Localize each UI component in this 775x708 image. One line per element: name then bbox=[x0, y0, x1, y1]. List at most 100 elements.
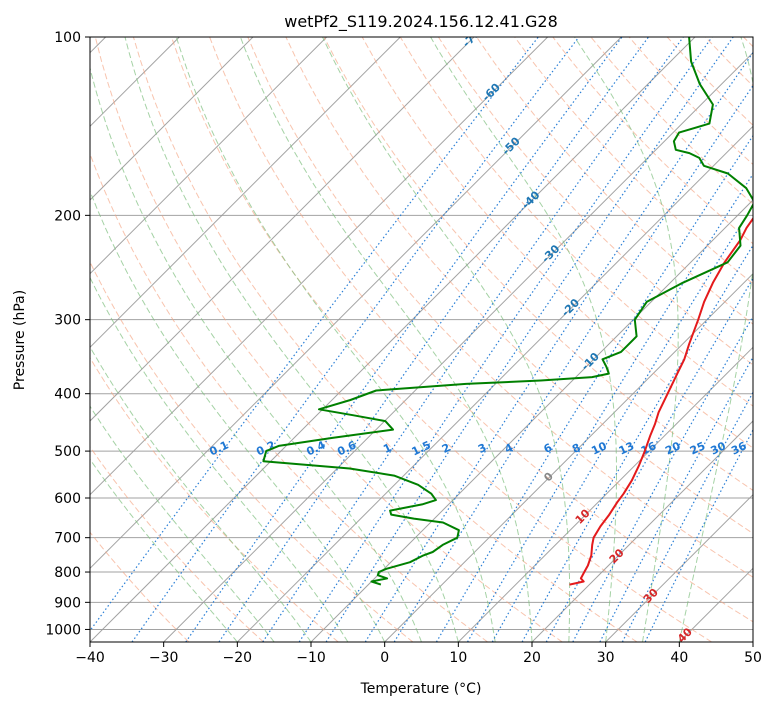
y-axis-label: Pressure (hPa) bbox=[12, 290, 28, 390]
y-tick-label: 1000 bbox=[45, 622, 81, 638]
moist-adiabat bbox=[90, 405, 275, 642]
mixing-ratio-line bbox=[644, 428, 753, 642]
isotherm-label: -30 bbox=[539, 242, 562, 265]
y-tick-label: 900 bbox=[54, 595, 81, 611]
chart-title: wetPf2_S119.2024.156.12.41.G28 bbox=[284, 12, 558, 32]
isotherm-line bbox=[90, 37, 549, 496]
plot-frame bbox=[89, 36, 754, 643]
isotherm-label: -40 bbox=[519, 188, 542, 211]
mixing-ratio-label: 13 bbox=[617, 439, 636, 457]
mixing-ratio-line bbox=[298, 37, 713, 642]
mixing-ratio-line bbox=[325, 37, 734, 642]
mixing-ratio-label: 20 bbox=[663, 439, 683, 457]
mixing-ratio-label: 4 bbox=[503, 441, 516, 456]
dry-adiabat bbox=[90, 260, 414, 642]
isotherm-line bbox=[236, 125, 753, 642]
isotherm-line bbox=[752, 641, 753, 642]
y-axis-ticks: 100 200 300 400 500 600 700 800 900 1000 bbox=[45, 30, 90, 638]
mixing-ratio-line bbox=[521, 244, 753, 642]
isotherm-label: -50 bbox=[500, 134, 523, 157]
dry-adiabat bbox=[361, 37, 753, 449]
x-tick-label: −10 bbox=[296, 650, 326, 666]
moist-adiabat bbox=[322, 37, 571, 642]
temperature-line bbox=[569, 216, 753, 586]
mixing-ratio-label: 30 bbox=[708, 439, 728, 457]
x-tick-label: 30 bbox=[597, 650, 615, 666]
mixing-ratio-label: 1.5 bbox=[410, 438, 433, 458]
x-tick-label: 10 bbox=[449, 650, 467, 666]
dry-adiabat bbox=[90, 531, 190, 642]
isotherm-line bbox=[605, 493, 753, 642]
x-tick-label: −20 bbox=[223, 650, 253, 666]
moist-adiabat bbox=[90, 65, 422, 642]
isotherm-line bbox=[531, 420, 753, 642]
profile-lines bbox=[262, 37, 753, 586]
dry-adiabat bbox=[666, 37, 753, 126]
x-tick-label: 0 bbox=[380, 650, 389, 666]
y-tick-label: 200 bbox=[54, 208, 81, 224]
dry-adiabat bbox=[90, 356, 339, 642]
isotherm-line bbox=[90, 37, 622, 570]
x-tick-label: 40 bbox=[670, 650, 688, 666]
dry-adiabat bbox=[743, 37, 753, 48]
y-tick-label: 500 bbox=[54, 444, 81, 460]
isotherm-label: -20 bbox=[559, 296, 582, 319]
moist-adiabat bbox=[175, 37, 496, 642]
moist-adiabat bbox=[678, 37, 753, 642]
mixing-ratio-line bbox=[572, 315, 753, 642]
x-axis-ticks: −40 −30 −20 −10 0 10 20 30 40 50 bbox=[75, 642, 762, 666]
isotherm-label: -10 bbox=[579, 350, 602, 373]
x-tick-label: 50 bbox=[744, 650, 762, 666]
dry-adiabat bbox=[437, 37, 753, 366]
background-lines bbox=[90, 37, 753, 642]
dry-adiabat bbox=[132, 37, 638, 642]
moist-adiabat bbox=[239, 37, 533, 642]
y-tick-label: 700 bbox=[54, 531, 81, 547]
moist-adiabat bbox=[430, 37, 617, 642]
dry-adiabat bbox=[552, 37, 753, 245]
isotherm-line bbox=[90, 37, 401, 349]
isotherm-line bbox=[90, 37, 475, 422]
mixing-ratio-line bbox=[90, 37, 539, 632]
moist-adiabat bbox=[124, 37, 459, 642]
mixing-ratio-line bbox=[435, 134, 753, 642]
y-tick-label: 300 bbox=[54, 313, 81, 329]
isotherm-label: 10 bbox=[573, 506, 593, 526]
mixing-ratio-label: 0.1 bbox=[207, 438, 230, 458]
mixing-ratio-line bbox=[364, 51, 753, 642]
isotherm-line bbox=[90, 37, 254, 201]
x-tick-label: 20 bbox=[523, 650, 541, 666]
mixing-ratio-label: 36 bbox=[729, 439, 749, 457]
dewpoint-line bbox=[262, 37, 753, 586]
mixing-ratio-label: 6 bbox=[542, 441, 555, 456]
isotherm-line bbox=[384, 272, 753, 642]
isotherm-line bbox=[457, 346, 753, 642]
moist-adiabat bbox=[90, 458, 238, 642]
mixing-ratio-line bbox=[393, 84, 753, 642]
x-tick-label: −30 bbox=[149, 650, 179, 666]
moist-adiabat bbox=[90, 276, 349, 642]
y-tick-label: 800 bbox=[54, 565, 81, 581]
x-tick-label: −40 bbox=[75, 650, 105, 666]
mixing-ratio-line bbox=[185, 37, 623, 642]
moist-adiabat bbox=[90, 189, 386, 642]
mixing-ratio-line bbox=[262, 37, 684, 642]
dry-adiabat bbox=[90, 152, 488, 642]
mixing-ratio-line bbox=[491, 204, 753, 642]
dry-adiabat bbox=[514, 37, 753, 285]
dry-adiabat bbox=[247, 37, 753, 578]
dry-adiabat bbox=[90, 446, 264, 642]
dry-adiabat bbox=[704, 37, 753, 87]
dry-adiabat bbox=[399, 37, 753, 407]
mixing-ratio-label: 0.6 bbox=[335, 438, 358, 458]
mixing-ratio-label: 25 bbox=[688, 439, 707, 457]
reference-line-labels: 0.10.20.40.611.52346810131620253036-100-… bbox=[207, 37, 749, 642]
mixing-ratio-label: 10 bbox=[589, 439, 609, 457]
y-tick-label: 600 bbox=[54, 491, 81, 507]
moist-adiabat bbox=[90, 345, 312, 642]
isotherm-line bbox=[163, 51, 753, 642]
isotherm-line bbox=[310, 199, 753, 642]
isotherm-label: 20 bbox=[607, 546, 627, 566]
y-tick-label: 100 bbox=[54, 30, 81, 46]
